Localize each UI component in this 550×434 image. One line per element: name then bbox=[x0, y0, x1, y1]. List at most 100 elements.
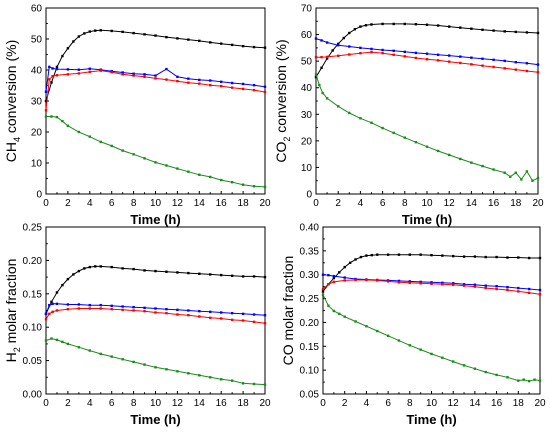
chart-h2-molar-fraction-series-green-point bbox=[44, 339, 48, 342]
chart-ch4-conversion-x-tick-label: 18 bbox=[238, 198, 250, 209]
chart-h2-molar-fraction-series-black-point bbox=[241, 275, 245, 278]
chart-ch4-conversion-series-black-point bbox=[110, 29, 113, 33]
chart-ch4-conversion-series-blue-point bbox=[220, 80, 223, 83]
chart-co2-conversion-series-black-point bbox=[320, 66, 323, 69]
chart-co-molar-fraction-series-red-point bbox=[452, 283, 455, 286]
chart-co-molar-fraction-series-green-point bbox=[522, 378, 525, 381]
chart-co2-conversion-series-black-point bbox=[514, 30, 517, 34]
chart-ch4-conversion: 0 2 4 6 8 10 12 14 16 18 20 0 10 20 30 40 50 60 Time (h) CH… bbox=[3, 4, 271, 228]
chart-ch4-conversion-series-red-point bbox=[154, 77, 157, 80]
chart-co2-conversion-series-green-point bbox=[392, 131, 395, 135]
chart-h2-molar-fraction-series-red bbox=[44, 307, 267, 325]
chart-ch4-conversion-series-red-point bbox=[55, 74, 59, 77]
chart-co-molar-fraction-series-green-point bbox=[441, 356, 444, 359]
chart-co2-conversion-series-green-point bbox=[436, 149, 440, 153]
chart-h2-molar-fraction-series-blue-point bbox=[66, 303, 70, 306]
chart-co2-conversion-series-red-point bbox=[381, 51, 384, 55]
chart-h2-molar-fraction-series-blue-point bbox=[263, 313, 267, 317]
chart-h2-molar-fraction-series-black-point bbox=[94, 265, 97, 268]
chart-co2-conversion-series-green-point bbox=[414, 140, 418, 144]
chart-h2-molar-fraction-series-black-point bbox=[72, 273, 75, 276]
chart-co-molar-fraction-series-black-point bbox=[343, 265, 346, 269]
chart-ch4-conversion-series-black-point bbox=[209, 41, 212, 44]
chart-co-molar-fraction-series-black-point bbox=[338, 271, 341, 274]
chart-ch4-conversion-series-green-point bbox=[132, 153, 135, 156]
chart-co2-conversion-series-green-point bbox=[525, 170, 529, 173]
chart-ch4-conversion-series-black-point bbox=[220, 42, 223, 45]
chart-ch4-conversion-series-red bbox=[44, 69, 267, 112]
chart-h2-molar-fraction-series-green-point bbox=[88, 349, 91, 352]
chart-ch4-conversion-series-blue-point bbox=[132, 72, 135, 75]
chart-co2-conversion-x-tick-label: 16 bbox=[488, 198, 500, 209]
chart-ch4-conversion-series-black-point bbox=[83, 32, 86, 35]
chart-co2-conversion-series-black-point bbox=[392, 22, 395, 26]
chart-co-molar-fraction-y-tick-label: 0.30 bbox=[300, 270, 320, 281]
chart-co2-conversion-series-green-point bbox=[337, 105, 340, 108]
chart-co-molar-fraction-series-black bbox=[321, 253, 542, 293]
chart-co2-conversion-series-red-point bbox=[392, 53, 395, 56]
chart-h2-molar-fraction-x-tick-label: 20 bbox=[259, 398, 271, 409]
chart-co-molar-fraction-series-green-point bbox=[462, 364, 466, 367]
chart-co2-conversion-series-green-point bbox=[520, 178, 523, 181]
chart-co-molar-fraction-series-black-point bbox=[462, 255, 466, 258]
chart-co2-conversion-x-tick-label: 12 bbox=[444, 198, 456, 209]
chart-ch4-conversion-y-tick-label: 30 bbox=[31, 97, 43, 108]
chart-h2-molar-fraction-series-blue-point bbox=[132, 305, 135, 309]
chart-co2-conversion-series-red-point bbox=[536, 71, 540, 74]
chart-ch4-conversion-series-green-point bbox=[154, 161, 157, 164]
chart-ch4-conversion-series-green-point bbox=[50, 115, 53, 118]
chart-ch4-conversion-series-red-point bbox=[51, 75, 54, 78]
chart-co-molar-fraction-series-green-point bbox=[321, 293, 325, 296]
chart-co-molar-fraction-series-black-point bbox=[348, 261, 352, 264]
chart-co-molar-fraction-series-red-point bbox=[354, 278, 357, 282]
chart-co-molar-fraction-series-red-point bbox=[397, 281, 401, 284]
chart-h2-molar-fraction-series-red-point bbox=[263, 321, 267, 325]
chart-ch4-conversion-series-black-point bbox=[77, 35, 81, 38]
chart-co-molar-fraction-series-blue-point bbox=[408, 280, 411, 283]
chart-h2-molar-fraction-series-black-point bbox=[220, 273, 223, 277]
chart-h2-molar-fraction-series-green-point bbox=[61, 340, 64, 344]
chart-co2-conversion-plot-frame bbox=[315, 7, 539, 195]
chart-co2-conversion-series-red-point bbox=[481, 64, 484, 67]
chart-co2-conversion-series-red-point bbox=[514, 68, 517, 71]
chart-ch4-conversion-series-blue-point bbox=[263, 85, 267, 88]
chart-co2-conversion-series-black-point bbox=[331, 49, 334, 52]
chart-co2-conversion-series-green-point bbox=[348, 111, 351, 115]
chart-co2-conversion-series-red-line bbox=[316, 51, 539, 73]
chart-ch4-conversion-series-black-point bbox=[61, 54, 64, 58]
chart-ch4-conversion-series-black-point bbox=[230, 43, 234, 47]
chart-h2-molar-fraction-y-tick-label: 0.15 bbox=[23, 289, 43, 300]
chart-co-molar-fraction-series-black-point bbox=[397, 253, 401, 256]
chart-co-molar-fraction-x-tick-label: 4 bbox=[364, 398, 370, 409]
chart-ch4-conversion-series-red-point bbox=[252, 88, 256, 92]
chart-h2-molar-fraction-series-black-point bbox=[187, 271, 190, 275]
chart-co-molar-fraction-series-black-point bbox=[365, 254, 368, 257]
chart-co-molar-fraction-series-black-point bbox=[517, 256, 520, 259]
chart-ch4-conversion-series-blue-point bbox=[209, 79, 212, 82]
chart-ch4-conversion-series-green-point bbox=[230, 181, 234, 184]
chart-h2-molar-fraction-series-red-point bbox=[230, 318, 234, 322]
chart-co-molar-fraction-series-black-point bbox=[538, 256, 542, 260]
chart-co-molar-fraction-series-red-point bbox=[386, 280, 390, 283]
chart-co2-conversion-series-green bbox=[314, 73, 540, 182]
chart-ch4-conversion-x-axis-title: Time (h) bbox=[130, 212, 180, 227]
chart-co2-conversion-x-tick-label: 6 bbox=[380, 198, 386, 209]
chart-co-molar-fraction-series-green-point bbox=[484, 370, 487, 374]
chart-ch4-conversion-series-red-point bbox=[44, 109, 48, 112]
chart-h2-molar-fraction-series-red-point bbox=[241, 319, 245, 322]
chart-h2-molar-fraction-x-tick-label: 6 bbox=[109, 398, 115, 409]
chart-h2-molar-fraction-series-blue-point bbox=[88, 303, 91, 307]
chart-co2-conversion-series-black-point bbox=[459, 26, 462, 29]
chart-ch4-conversion-y-tick-label: 40 bbox=[31, 66, 43, 77]
chart-co-molar-fraction-series-green-point bbox=[517, 379, 520, 382]
chart-ch4-conversion-series-red-point bbox=[121, 73, 124, 76]
chart-co2-conversion-series-blue-point bbox=[492, 58, 495, 62]
chart-co-molar-fraction-x-tick-label: 8 bbox=[407, 398, 413, 409]
chart-co2-conversion-y-tick-label: 40 bbox=[301, 83, 313, 94]
chart-ch4-conversion-x-tick-label: 8 bbox=[131, 198, 137, 209]
chart-ch4-conversion-series-green-point bbox=[61, 119, 64, 123]
chart-co-molar-fraction-series-green-point bbox=[354, 320, 357, 323]
chart-co2-conversion-series-black-point bbox=[342, 36, 345, 40]
chart-co2-conversion-series-blue-line bbox=[315, 38, 539, 66]
chart-co-molar-fraction-series-black-point bbox=[354, 258, 357, 261]
